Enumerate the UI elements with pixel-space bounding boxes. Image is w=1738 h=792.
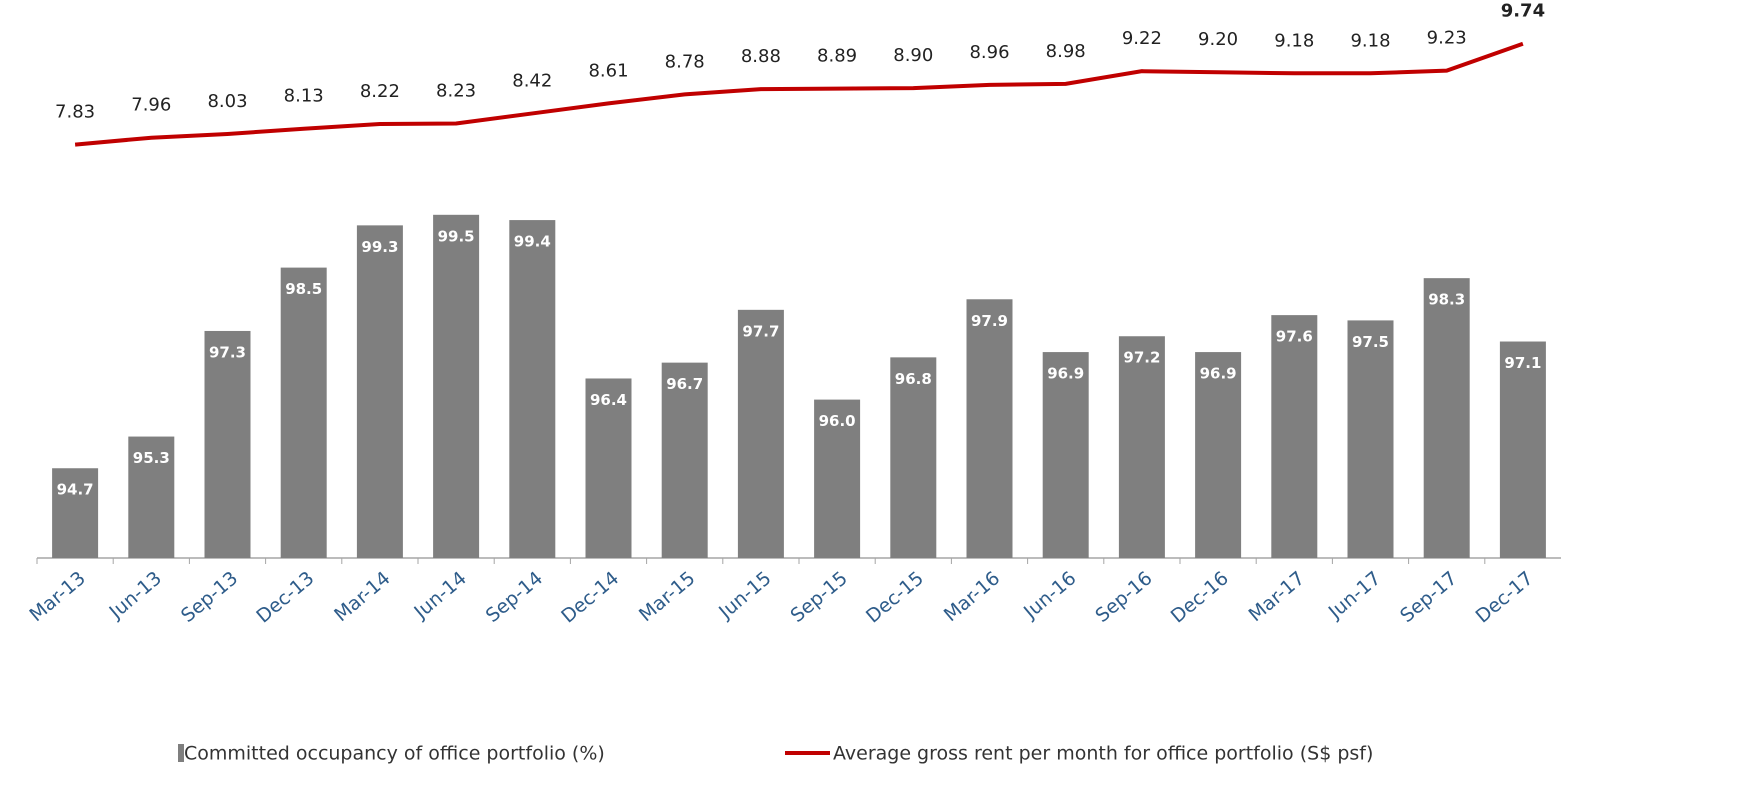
x-tick-label: Jun-15: [714, 567, 775, 624]
bar-label: 98.3: [1428, 291, 1465, 309]
bar-label: 97.3: [209, 343, 246, 361]
x-tick-label: Jun-14: [409, 567, 470, 624]
x-tick-label: Sep-14: [482, 567, 547, 627]
x-tick-label: Dec-13: [252, 567, 318, 627]
bar-label: 97.1: [1504, 354, 1541, 372]
x-tick-label: Jun-13: [105, 567, 166, 624]
bar-label: 97.7: [742, 322, 779, 340]
bar: [1499, 341, 1546, 558]
bar: [1347, 320, 1394, 558]
legend-swatch: [178, 744, 184, 762]
bar-label: 97.6: [1276, 328, 1313, 346]
bar-label: 96.4: [590, 391, 627, 409]
bar: [128, 436, 175, 558]
bar: [1042, 352, 1089, 558]
line-label: 9.74: [1501, 1, 1545, 22]
bar: [356, 225, 403, 559]
bar-label: 96.7: [666, 375, 703, 393]
bar: [1118, 336, 1165, 558]
x-tick-label: Dec-16: [1167, 567, 1233, 627]
bar: [52, 468, 99, 558]
line-label: 8.23: [436, 80, 476, 101]
bar-label: 95.3: [133, 449, 170, 467]
bar: [280, 267, 327, 558]
bar: [890, 357, 937, 558]
bar-label: 94.7: [57, 481, 94, 499]
bar-label: 99.3: [361, 238, 398, 256]
line-label: 7.83: [55, 102, 95, 123]
line-label: 8.42: [512, 70, 552, 91]
bar: [1423, 278, 1470, 558]
bar: [1195, 352, 1242, 558]
bar: [585, 378, 632, 558]
bar-label: 99.4: [514, 233, 551, 251]
line-label: 8.98: [1046, 41, 1086, 62]
x-tick-label: Sep-13: [177, 567, 242, 627]
bar: [1271, 315, 1318, 558]
line-label: 8.78: [665, 51, 705, 72]
x-tick-label: Mar-16: [940, 567, 1004, 626]
bar: [661, 362, 708, 558]
x-tick-label: Sep-17: [1396, 567, 1461, 627]
line: [74, 41, 1524, 147]
bar-label: 97.5: [1352, 333, 1389, 351]
bar: [966, 299, 1013, 558]
line-label: 7.96: [131, 95, 171, 116]
bar-label: 96.9: [1047, 365, 1084, 383]
x-tick-label: Dec-17: [1472, 567, 1538, 627]
x-tick-label: Dec-15: [862, 567, 928, 627]
bar-label: 96.9: [1200, 365, 1237, 383]
line-label: 8.61: [588, 60, 628, 81]
line-label: 8.96: [969, 42, 1009, 63]
line-label: 9.22: [1122, 28, 1162, 49]
bar-label: 96.0: [819, 412, 856, 430]
bar: [204, 330, 251, 558]
line-label: 9.20: [1198, 29, 1238, 50]
x-tick-label: Mar-15: [635, 567, 699, 626]
line-label: 8.22: [360, 81, 400, 102]
bar: [737, 309, 784, 558]
legend-label: Committed occupancy of office portfolio …: [184, 743, 605, 765]
bar-label: 99.5: [438, 227, 475, 245]
bar-label: 96.8: [895, 370, 932, 388]
bar-label: 98.5: [285, 280, 322, 298]
x-tick-label: Mar-14: [330, 567, 394, 626]
x-tick-label: Jun-17: [1324, 567, 1385, 624]
bar: [433, 214, 480, 559]
bar: [509, 220, 556, 558]
x-tick-label: Mar-13: [25, 567, 89, 626]
bar-label: 97.9: [971, 312, 1008, 330]
line-label: 8.03: [207, 91, 247, 112]
x-tick-label: Sep-15: [787, 567, 852, 627]
bar-label: 97.2: [1123, 349, 1160, 367]
line-label: 8.13: [284, 86, 324, 107]
line-label: 9.23: [1427, 28, 1467, 49]
bar: [814, 399, 861, 558]
legend-label: Average gross rent per month for office …: [833, 743, 1373, 765]
x-tick-label: Jun-16: [1019, 567, 1080, 624]
line-label: 8.90: [893, 45, 933, 66]
x-tick-label: Mar-17: [1245, 567, 1309, 626]
x-tick-label: Dec-14: [557, 567, 623, 627]
x-tick-label: Sep-16: [1091, 567, 1156, 627]
line-label: 9.18: [1274, 30, 1314, 51]
line-label: 8.88: [741, 46, 781, 67]
line-label: 9.18: [1350, 30, 1390, 51]
line-label: 8.89: [817, 46, 857, 67]
